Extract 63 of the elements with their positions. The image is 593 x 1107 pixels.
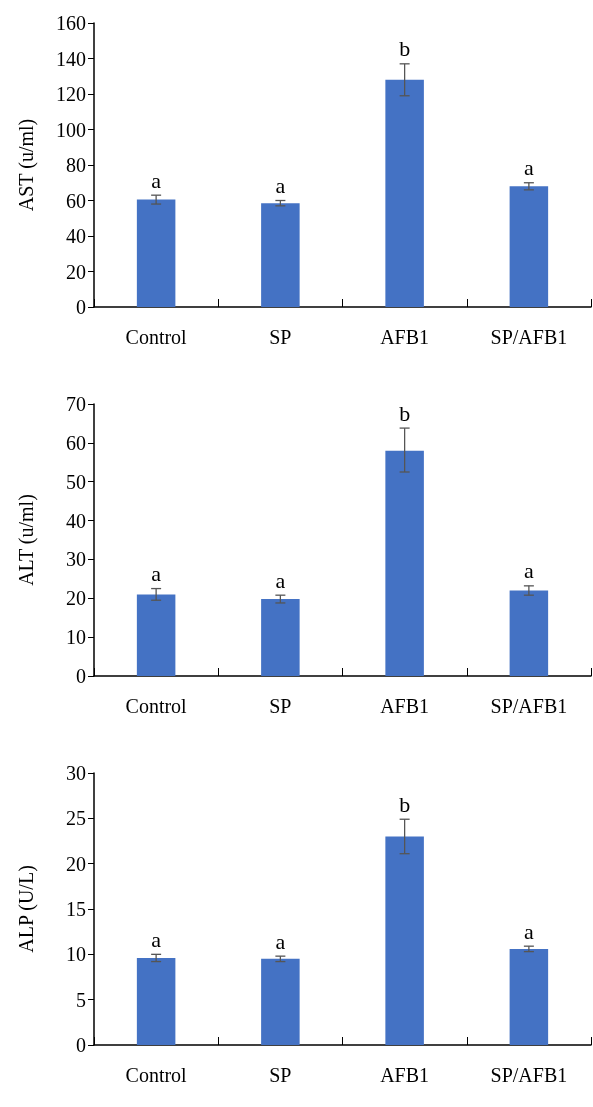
x-tick-label: SP <box>269 695 292 717</box>
y-tick-label: 25 <box>66 807 86 830</box>
y-tick-label: 20 <box>66 852 86 875</box>
x-tick-label: Control <box>125 695 188 717</box>
y-tick-label: 140 <box>56 47 86 70</box>
x-tick-label: Control <box>125 1064 188 1086</box>
y-tick-label: 0 <box>76 296 86 318</box>
annotation: a <box>523 558 534 584</box>
annotation: a <box>151 167 162 193</box>
bar <box>261 203 300 307</box>
annotation: b <box>399 36 411 62</box>
annotation: b <box>399 400 411 426</box>
bar <box>136 957 176 1045</box>
y-tick-label: 10 <box>66 943 86 966</box>
annotation: a <box>151 561 162 587</box>
y-axis-title: ALT (u/ml) <box>15 494 38 586</box>
annotation: a <box>523 155 534 181</box>
x-tick-label: AFB1 <box>380 1064 430 1086</box>
y-tick-label: 60 <box>66 189 86 212</box>
annotation: a <box>275 567 286 593</box>
x-tick-label: AFB1 <box>380 326 430 348</box>
annotation: b <box>399 791 411 817</box>
bar <box>509 590 549 676</box>
x-tick-label: SP/AFB1 <box>490 1064 568 1086</box>
bar <box>261 958 300 1045</box>
y-tick-label: 100 <box>56 118 86 141</box>
y-axis-title: AST (u/ml) <box>15 118 38 212</box>
y-tick-label: 160 <box>56 12 86 34</box>
bar <box>385 79 424 307</box>
y-tick-label: 70 <box>66 393 86 415</box>
bar <box>509 186 549 307</box>
y-tick-label: 30 <box>66 762 86 784</box>
annotation: a <box>523 918 534 944</box>
bar <box>385 450 424 676</box>
annotation: a <box>275 928 286 954</box>
y-tick-label: 10 <box>66 626 86 649</box>
y-tick-label: 40 <box>66 225 86 247</box>
bar <box>136 594 176 676</box>
y-tick-label: 120 <box>56 83 86 105</box>
y-tick-label: 5 <box>76 988 86 1011</box>
y-tick-label: 30 <box>66 548 86 571</box>
y-tick-label: 0 <box>76 665 86 687</box>
bar <box>261 599 300 676</box>
bar <box>385 836 424 1045</box>
x-tick-label: SP/AFB1 <box>490 695 568 717</box>
bar <box>136 199 176 307</box>
x-tick-label: AFB1 <box>380 695 430 717</box>
y-tick-label: 20 <box>66 260 86 283</box>
annotation: a <box>151 926 162 952</box>
y-tick-label: 20 <box>66 587 86 610</box>
y-tick-label: 60 <box>66 431 86 454</box>
y-tick-label: 80 <box>66 154 86 176</box>
y-axis-title: ALP (U/L) <box>15 865 38 953</box>
bar <box>509 948 549 1045</box>
y-tick-label: 40 <box>66 509 86 532</box>
x-tick-label: Control <box>125 326 188 348</box>
y-tick-label: 0 <box>76 1034 86 1056</box>
y-tick-label: 50 <box>66 470 86 493</box>
x-tick-label: SP <box>269 326 292 348</box>
y-tick-label: 15 <box>66 898 86 920</box>
annotation: a <box>275 173 286 198</box>
x-tick-label: SP/AFB1 <box>490 326 568 348</box>
x-tick-label: SP <box>269 1064 292 1086</box>
